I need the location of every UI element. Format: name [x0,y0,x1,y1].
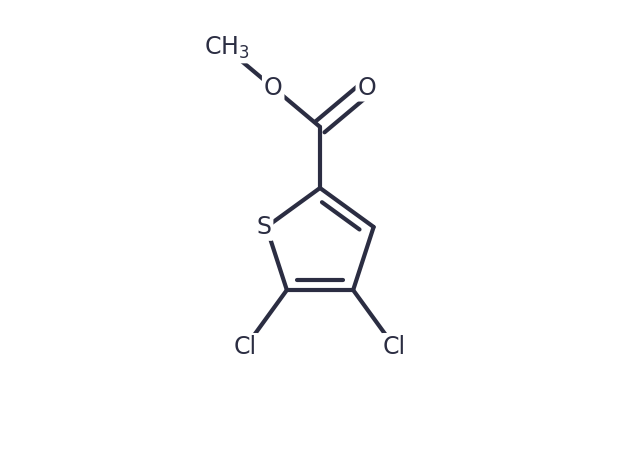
Text: S: S [257,215,271,239]
Text: CH$_3$: CH$_3$ [204,35,249,62]
Text: O: O [357,76,376,100]
Text: Cl: Cl [234,335,257,359]
Text: O: O [264,76,283,100]
Text: Cl: Cl [383,335,406,359]
